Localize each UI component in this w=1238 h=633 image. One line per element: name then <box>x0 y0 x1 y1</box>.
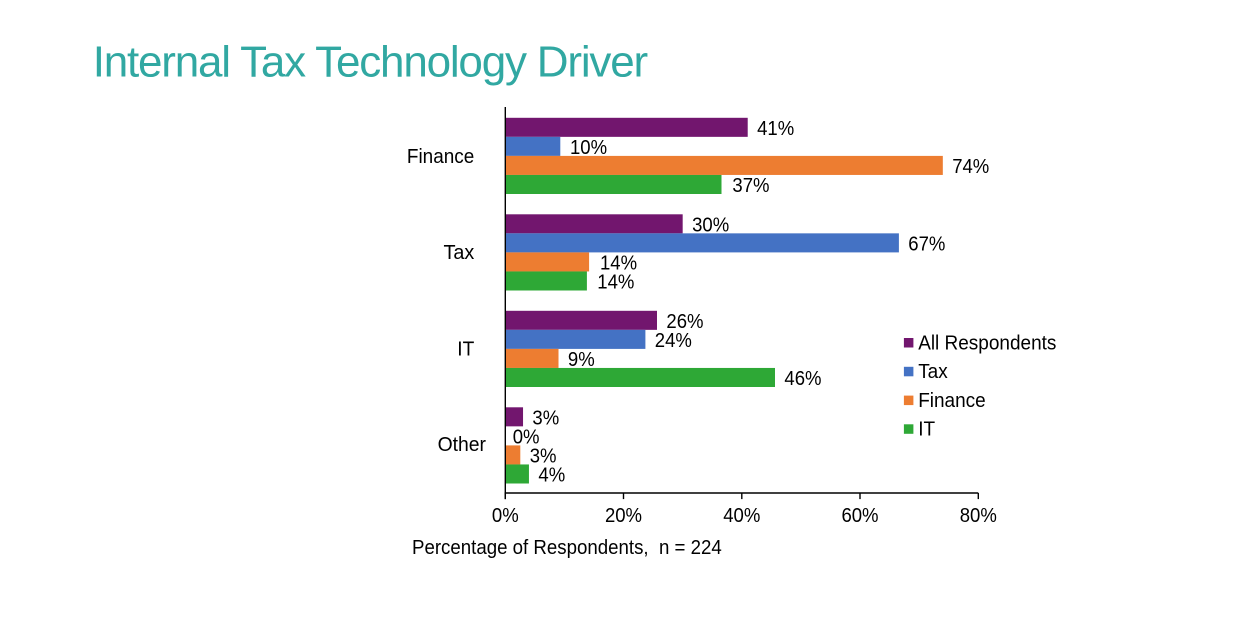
svg-text:80%: 80% <box>960 504 997 527</box>
svg-text:24%: 24% <box>655 329 692 352</box>
svg-text:14%: 14% <box>600 252 637 275</box>
svg-text:26%: 26% <box>666 310 703 333</box>
svg-text:67%: 67% <box>908 232 945 255</box>
svg-text:20%: 20% <box>605 504 642 527</box>
svg-text:4%: 4% <box>538 464 565 487</box>
svg-text:Percentage of Respondents, n: Percentage of Respondents, n = 224 <box>412 537 722 559</box>
svg-text:74%: 74% <box>952 155 989 178</box>
svg-text:0%: 0% <box>492 504 519 527</box>
svg-text:IT: IT <box>918 419 935 441</box>
svg-text:Tax: Tax <box>918 361 948 383</box>
svg-text:3%: 3% <box>532 406 559 429</box>
svg-text:Internal Tax Technology Driver: Internal Tax Technology Driver <box>93 38 648 87</box>
svg-text:37%: 37% <box>732 174 769 197</box>
svg-text:Finance: Finance <box>407 145 474 168</box>
svg-text:Tax: Tax <box>444 241 475 264</box>
svg-text:41%: 41% <box>757 117 794 140</box>
svg-text:14%: 14% <box>597 271 634 294</box>
svg-text:3%: 3% <box>530 445 557 468</box>
svg-text:10%: 10% <box>570 136 607 159</box>
svg-text:40%: 40% <box>723 504 760 527</box>
svg-text:Finance: Finance <box>918 390 986 412</box>
svg-text:Other: Other <box>438 433 487 456</box>
svg-text:60%: 60% <box>841 504 878 527</box>
svg-text:0%: 0% <box>513 425 540 448</box>
svg-text:30%: 30% <box>692 213 729 236</box>
svg-text:All Respondents: All Respondents <box>918 332 1056 354</box>
svg-text:9%: 9% <box>568 348 595 371</box>
svg-text:46%: 46% <box>784 367 821 390</box>
svg-text:IT: IT <box>457 337 474 360</box>
